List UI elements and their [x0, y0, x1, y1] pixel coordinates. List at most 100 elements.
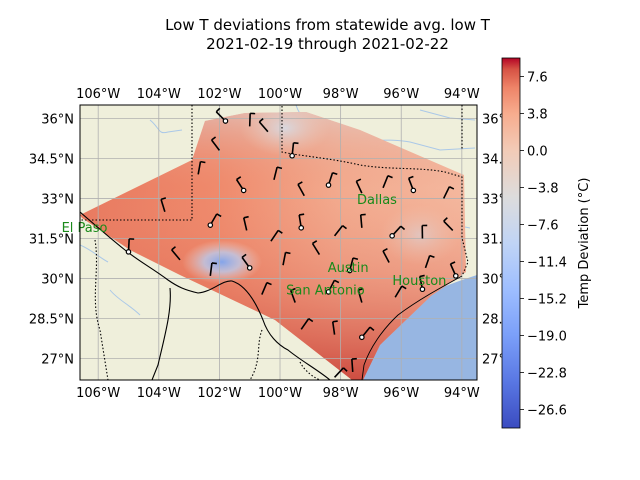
- station-marker: [359, 213, 366, 228]
- y-tick-label-right: 33°: [482, 192, 505, 207]
- city-label-el-paso: El Paso: [62, 221, 108, 236]
- wind-barb-flag: [266, 281, 272, 286]
- station-marker: [248, 112, 256, 127]
- wind-barb-flag: [401, 285, 407, 290]
- x-tick-label-top: 106°W: [76, 87, 120, 102]
- wind-barb-flag: [241, 253, 247, 258]
- wind-barb-staff: [261, 282, 268, 295]
- mexico-state-border-2: [94, 239, 109, 380]
- station-marker: [125, 238, 135, 255]
- wind-barb-flag: [290, 287, 296, 292]
- wind-barb-staff: [333, 367, 345, 378]
- station-marker: [207, 213, 222, 228]
- wind-barb-flag: [450, 261, 456, 265]
- wind-barb-staff: [382, 175, 389, 189]
- calm-station-circle: [452, 273, 459, 279]
- wind-barb-flag: [211, 136, 217, 141]
- wind-barb-flag: [408, 175, 414, 180]
- wind-barb-staff: [355, 180, 363, 194]
- wind-barb-flag: [352, 257, 359, 261]
- city-label-san-antonio: San Antonio: [286, 284, 365, 299]
- station-marker: [449, 261, 459, 279]
- wind-barb-staff: [270, 229, 279, 242]
- station-marker: [357, 287, 364, 303]
- wind-barb-flag: [356, 178, 362, 183]
- station-marker: [407, 175, 417, 194]
- wind-barb-staff: [289, 290, 296, 303]
- mexico-state-border: [151, 287, 171, 380]
- station-marker: [424, 254, 435, 269]
- wind-barb-flag: [293, 142, 299, 145]
- wind-barb-staff: [424, 255, 431, 269]
- wind-barb-flag: [160, 197, 167, 201]
- station-marker: [209, 262, 217, 276]
- x-tick-label-top: 96°W: [383, 87, 419, 102]
- grid-lines: [80, 105, 477, 380]
- calm-station-circle: [240, 187, 247, 194]
- wind-barb-flag: [334, 279, 340, 284]
- wind-barb-flag: [308, 317, 314, 323]
- wind-barb-staff: [357, 289, 363, 303]
- wind-barb-flag: [297, 181, 303, 186]
- calm-station-circle: [289, 152, 295, 159]
- wind-barb-flag: [277, 229, 283, 234]
- colorbar-tick-label: −19.0: [527, 330, 567, 345]
- wind-barb-staff: [197, 161, 202, 175]
- station-marker: [333, 224, 348, 237]
- x-tick-label-bottom: 106°W: [76, 386, 120, 401]
- wind-barb-staff: [300, 318, 310, 330]
- station-marker: [270, 229, 283, 242]
- wind-barb-flag: [443, 217, 448, 222]
- wind-barb-staff: [333, 225, 344, 237]
- wind-barb-staff: [331, 321, 336, 335]
- wind-barb-flag: [285, 251, 291, 255]
- wind-barb-flag: [419, 274, 425, 278]
- station-marker: [382, 247, 390, 263]
- wind-barb-staff: [171, 249, 181, 261]
- colorbar-ticks: 7.6 3.8 0.0 −3.8 −7.6 −11.4 −15.2 −19.0 −22.8 −26…: [520, 71, 567, 419]
- y-tick-label-right: 31.: [482, 232, 503, 247]
- colorbar-label: Temp Deviation (°C): [577, 178, 592, 310]
- y-tick-label-right: 30°: [482, 273, 505, 288]
- wind-barb-flag: [215, 107, 221, 113]
- calm-station-circle: [125, 249, 132, 255]
- colorbar-tick-label: 0.0: [527, 145, 548, 160]
- station-marker: [215, 107, 229, 124]
- x-tick-label-bottom: 100°W: [258, 386, 302, 401]
- station-marker: [289, 287, 296, 303]
- y-tick-label-left: 36°N: [41, 112, 74, 127]
- wind-barb-flag: [429, 254, 435, 258]
- city-label-houston: Houston: [392, 274, 446, 289]
- station-marker: [442, 186, 455, 199]
- wind-barb-flag: [236, 176, 242, 181]
- wind-barb-flag: [211, 262, 217, 265]
- station-marker: [261, 281, 272, 295]
- station-marker: [331, 320, 338, 335]
- colorbar: 7.6 3.8 0.0 −3.8 −7.6 −11.4 −15.2 −19.0 −22.8 −26…: [501, 57, 592, 429]
- colorbar-tick-label: −26.6: [527, 404, 567, 419]
- x-tick-label-top: 102°W: [197, 87, 241, 102]
- colorbar-tick-label: −22.8: [527, 367, 567, 382]
- texas-nm-border: [80, 105, 193, 221]
- y-tick-label-right: 28.: [482, 313, 503, 328]
- station-marker: [389, 225, 406, 239]
- wind-barb-flag: [312, 240, 318, 245]
- wind-barb-staff: [359, 214, 363, 228]
- station-marker: [289, 142, 299, 159]
- calm-station-circle: [389, 233, 395, 239]
- station-marker: [394, 285, 407, 298]
- y-tick-label-right: 34.: [482, 152, 503, 167]
- x-tick-label-bottom: 96°W: [383, 386, 419, 401]
- wind-barb-flag: [332, 320, 338, 323]
- calm-station-circle: [419, 286, 426, 293]
- calm-station-circle: [222, 118, 229, 124]
- wind-barb-staff: [273, 166, 278, 180]
- gulf-of-mexico-ocean: [362, 275, 477, 380]
- calm-station-circle: [410, 187, 417, 194]
- wind-barb-staff: [209, 262, 213, 276]
- calm-station-circle: [246, 265, 253, 271]
- station-marker: [297, 181, 305, 197]
- colorbar-tick-label: −15.2: [527, 293, 567, 308]
- x-tick-label-top: 104°W: [137, 87, 181, 102]
- wind-barb-staff: [210, 139, 221, 151]
